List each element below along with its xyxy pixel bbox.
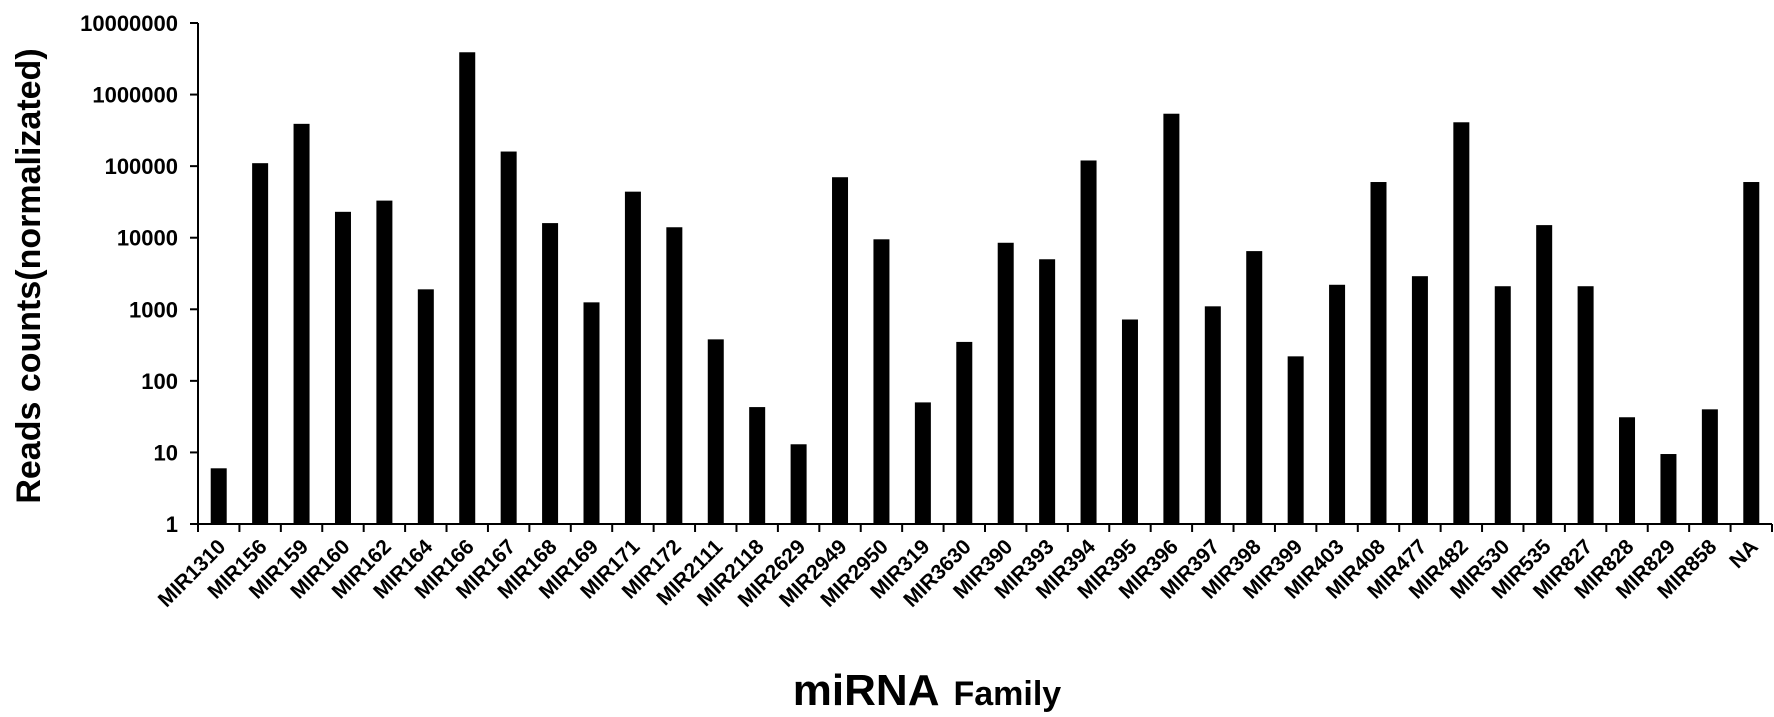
bar-mir160 bbox=[334, 211, 351, 525]
bar-mir171 bbox=[624, 191, 641, 525]
y-tick-label: 1000000 bbox=[92, 83, 178, 108]
bar-mir397 bbox=[1204, 306, 1221, 524]
x-axis: MIR1310MIR156MIR159MIR160MIR162MIR164MIR… bbox=[154, 523, 1773, 612]
bars bbox=[210, 52, 1760, 525]
y-tick-label: 10000000 bbox=[80, 11, 178, 36]
bar-mir535 bbox=[1536, 225, 1553, 524]
bar-mir164 bbox=[417, 289, 434, 524]
y-tick-label: 1 bbox=[166, 512, 178, 537]
x-tick-label: NA bbox=[1725, 535, 1763, 573]
bar-na bbox=[1743, 182, 1760, 525]
bar-mir477 bbox=[1411, 276, 1428, 524]
bar-mir2950 bbox=[873, 239, 890, 524]
x-axis-label-main: miRNA bbox=[793, 666, 940, 715]
bar-mir403 bbox=[1329, 284, 1346, 524]
bar-mir167 bbox=[500, 151, 517, 524]
x-axis-label-sub: Family bbox=[953, 675, 1061, 713]
bar-mir2118 bbox=[749, 407, 766, 524]
bar-mir827 bbox=[1577, 286, 1594, 524]
bar-mir394 bbox=[1080, 160, 1097, 524]
bar-mir829 bbox=[1660, 454, 1677, 524]
bar-mir319 bbox=[914, 402, 931, 524]
bar-mir172 bbox=[666, 227, 683, 525]
y-tick-label: 100000 bbox=[105, 154, 178, 179]
x-axis-label: miRNA Family bbox=[793, 666, 1061, 715]
bar-mir399 bbox=[1287, 356, 1304, 524]
bar-mir408 bbox=[1370, 182, 1387, 525]
bar-mir393 bbox=[1039, 259, 1056, 524]
bar-mir166 bbox=[459, 52, 476, 524]
bar-mir858 bbox=[1701, 409, 1718, 524]
bar-mir156 bbox=[252, 163, 269, 524]
bar-mir3630 bbox=[956, 341, 973, 524]
bar-mir390 bbox=[997, 242, 1014, 524]
bar-mir2111 bbox=[707, 339, 724, 524]
bar-mir828 bbox=[1619, 417, 1636, 524]
y-tick-label: 1000 bbox=[129, 297, 178, 322]
bar-mir162 bbox=[376, 200, 393, 524]
y-tick-label: 100 bbox=[141, 369, 178, 394]
bar-mir1310 bbox=[210, 468, 227, 524]
bar-mir168 bbox=[542, 223, 559, 524]
y-axis-label: Reads counts(normalizated) bbox=[10, 48, 48, 503]
bar-mir395 bbox=[1121, 319, 1138, 524]
bar-mir2629 bbox=[790, 444, 807, 524]
bar-mir159 bbox=[293, 123, 310, 525]
bar-mir530 bbox=[1494, 286, 1511, 524]
bar-mir169 bbox=[583, 302, 600, 524]
y-axis: 1 10 100 1000 10000 100000 1000000 10000000 bbox=[80, 11, 199, 537]
bar-mir398 bbox=[1246, 251, 1263, 524]
y-tick-label: 10 bbox=[154, 440, 178, 465]
bar-mir482 bbox=[1453, 122, 1470, 525]
y-tick-label: 10000 bbox=[117, 226, 178, 251]
bar-mir396 bbox=[1163, 113, 1180, 524]
bar-mir2949 bbox=[832, 177, 849, 524]
